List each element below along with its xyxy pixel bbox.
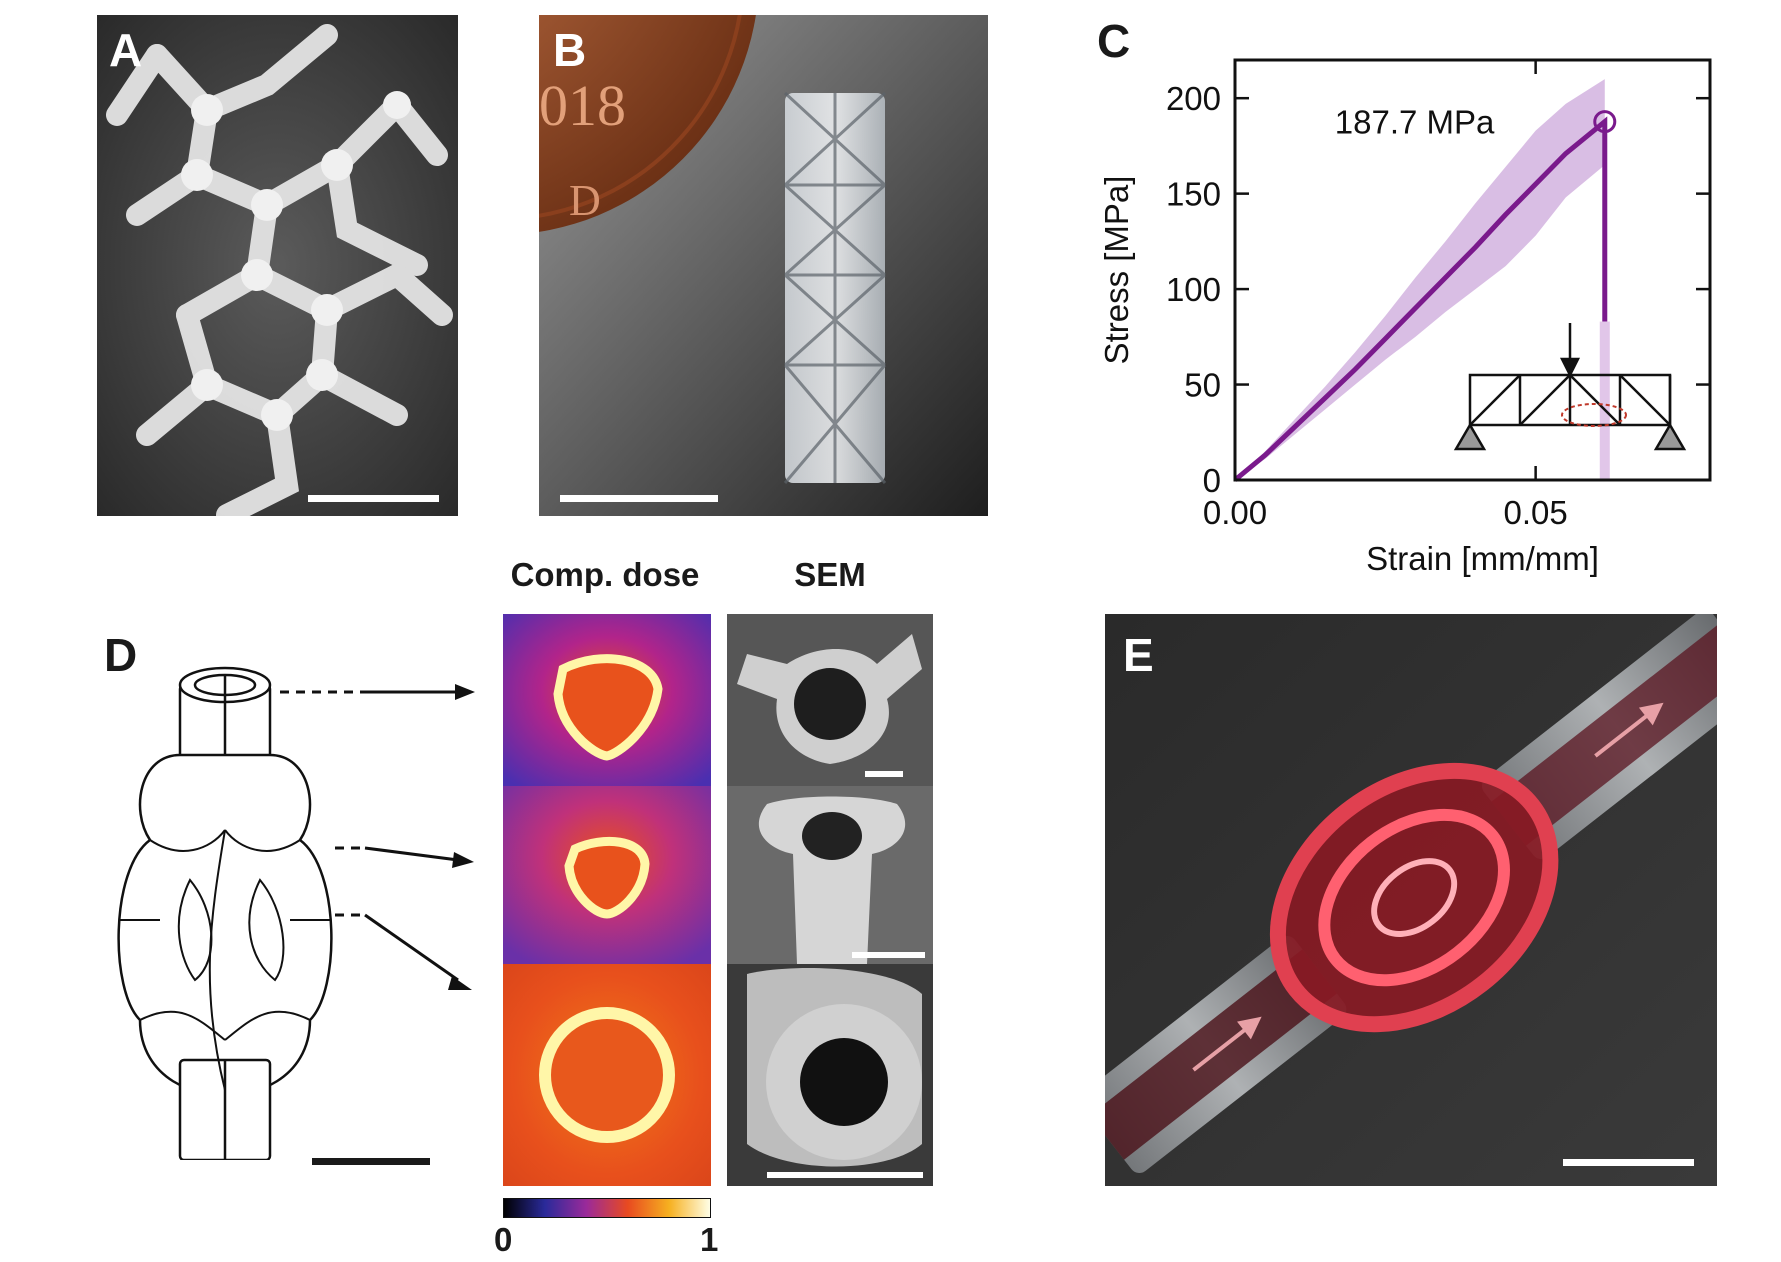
inset-strut xyxy=(1519,374,1571,426)
inset-strut xyxy=(1569,374,1621,426)
coin-year-text: 018 xyxy=(539,73,626,138)
colorbar-min-label: 0 xyxy=(494,1221,513,1258)
inset-strut xyxy=(1469,374,1521,426)
x-tick-label: 0.00 xyxy=(1203,494,1267,531)
inset-support-right xyxy=(1653,422,1687,451)
scale-bar-e xyxy=(1563,1159,1694,1166)
coin-graphic xyxy=(539,15,756,232)
std-band xyxy=(1235,79,1605,480)
stress-strain-chart: 187.7 MPa 0 50 100 150 200 0.00 0.05 Strain [mm/… xyxy=(1098,58,1712,577)
plot-frame xyxy=(1233,58,1712,482)
panel-e-image: E xyxy=(1105,614,1717,1186)
panel-label-c: C xyxy=(1097,15,1131,67)
dose-maps xyxy=(503,614,711,1186)
dose-colorbar xyxy=(503,1198,711,1218)
panel-label-d: D xyxy=(104,629,138,681)
y-tick-label: 50 xyxy=(1184,367,1221,404)
red-vessel-structure xyxy=(1269,762,1559,1033)
x-tick-label: 0.05 xyxy=(1504,494,1568,531)
coin-and-part-photo: 018 D xyxy=(539,15,988,516)
fracture-band xyxy=(1599,321,1610,480)
scale-bar-a xyxy=(308,495,439,502)
y-tick-label: 100 xyxy=(1166,271,1221,308)
header-comp-dose: Comp. dose xyxy=(510,556,700,593)
y-tick-label: 150 xyxy=(1166,176,1221,213)
scale-bar-b xyxy=(560,495,718,502)
vessel-schematic xyxy=(117,666,475,1160)
inset-support-left xyxy=(1453,422,1487,451)
inset-strut xyxy=(1619,374,1671,426)
coin-mint-text: D xyxy=(569,176,601,225)
panel-a-image: A xyxy=(97,15,458,516)
y-axis-title: Stress [MPa] xyxy=(1098,176,1135,365)
x-axis-title: Strain [mm/mm] xyxy=(1366,540,1599,577)
inset-failure-ellipse xyxy=(1561,403,1627,427)
bend-test-inset xyxy=(1453,323,1687,451)
lattice-micrograph xyxy=(97,15,458,516)
perfused-vessel-photo xyxy=(1105,614,1717,1186)
panel-label-e: E xyxy=(1123,629,1154,681)
colorbar-max-label: 1 xyxy=(700,1221,719,1258)
y-tick-label: 0 xyxy=(1203,462,1221,499)
panel-label-b: B xyxy=(553,24,587,76)
peak-label: 187.7 MPa xyxy=(1335,104,1495,141)
panel-label-a: A xyxy=(109,24,143,76)
inset-load-arrowhead xyxy=(1559,357,1581,378)
sem-images xyxy=(727,614,933,1186)
panel-b-image: 018 D B xyxy=(539,15,988,516)
peak-marker xyxy=(1593,110,1617,134)
scale-bar-d-schematic xyxy=(312,1158,430,1165)
header-sem: SEM xyxy=(794,556,866,593)
y-tick-label: 200 xyxy=(1166,80,1221,117)
mean-curve xyxy=(1233,116,1608,482)
glass-lattice-column xyxy=(783,91,887,484)
